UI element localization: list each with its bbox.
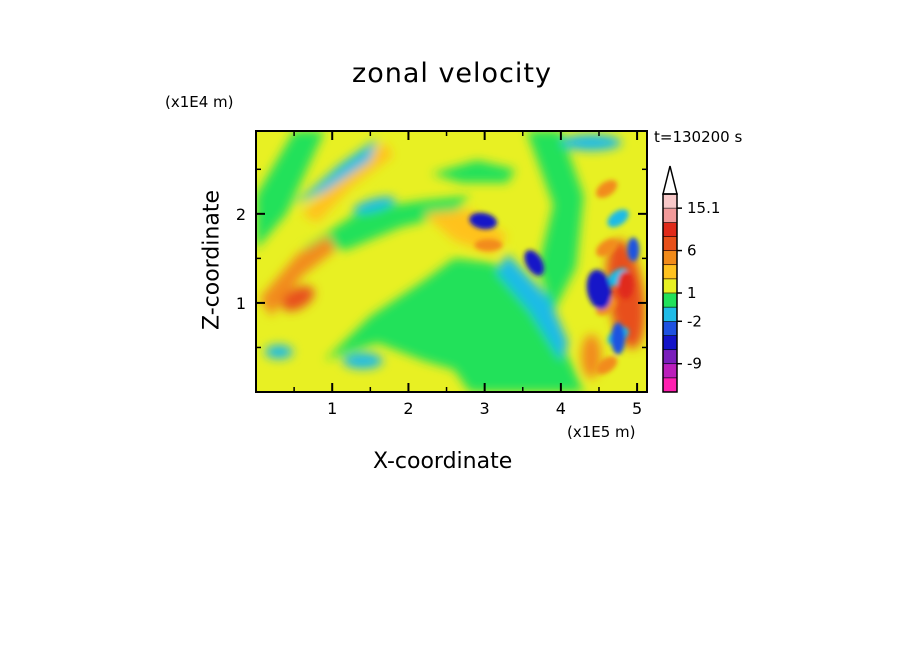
- green-band: [301, 196, 470, 250]
- colorbar-level: [663, 208, 677, 223]
- max-center: [474, 239, 503, 252]
- x-tick-label: 4: [556, 399, 566, 418]
- cyan-low: [342, 352, 383, 369]
- colorbar-level: [663, 377, 677, 393]
- x-scale-label: (x1E5 m): [567, 423, 636, 441]
- colorbar-level: [663, 264, 677, 280]
- colorbar-extend-arrow: [662, 165, 678, 195]
- colorbar-level: [663, 236, 677, 252]
- wave-mark: [595, 356, 618, 375]
- chart-title: zonal velocity: [352, 58, 552, 89]
- velocity-field: [256, 131, 647, 392]
- colorbar-level: [663, 278, 677, 294]
- wave-mark: [595, 179, 618, 198]
- cyan-mid: [352, 196, 396, 214]
- colorbar-level: [663, 293, 677, 308]
- min-right: [524, 250, 545, 276]
- wave-mark: [607, 209, 629, 228]
- min-low: [611, 322, 626, 355]
- colorbar-level: [663, 335, 677, 351]
- orange-band-left: [259, 236, 336, 317]
- x-tick-label: 1: [327, 399, 337, 418]
- max-right: [617, 271, 634, 300]
- time-label: t=130200 s: [654, 128, 743, 146]
- colorbar-tick-label: 6: [687, 242, 697, 260]
- plot-frame: [255, 130, 648, 393]
- colorbar-level: [663, 194, 677, 209]
- y-scale-label: (x1E4 m): [165, 93, 234, 111]
- colorbar: 15.1 6 1 -2 -9: [662, 165, 720, 393]
- colorbar-tick-label: 15.1: [687, 199, 720, 217]
- x-tick-label: 3: [480, 399, 490, 418]
- x-axis-label: X-coordinate: [373, 449, 513, 474]
- colorbar-level: [663, 222, 677, 237]
- colorbar-tick-label: -2: [687, 312, 702, 330]
- green-upper: [431, 160, 516, 183]
- x-tick-label: 5: [632, 399, 642, 418]
- axes: 1 2 3 4 5 1 2: [236, 130, 648, 418]
- colorbar-level: [663, 250, 677, 266]
- cyan-low-left: [264, 344, 293, 359]
- min-center: [469, 212, 497, 230]
- cyan-band-upper: [294, 138, 378, 205]
- green-left: [256, 131, 325, 250]
- y-tick-label: 1: [236, 294, 246, 313]
- min-upper: [627, 237, 640, 262]
- x-tick-label: 2: [403, 399, 413, 418]
- colorbar-level: [663, 349, 677, 365]
- cyan-band-center: [496, 253, 569, 361]
- field-detail-layer: [469, 179, 640, 375]
- colorbar-tick-label: 1: [687, 284, 697, 302]
- cyan-top-right: [561, 134, 622, 151]
- wave-mark: [595, 238, 618, 257]
- min-far-right: [586, 269, 612, 310]
- orange-band-upper: [301, 142, 394, 223]
- colorbar-level: [663, 307, 677, 322]
- orange-blob-left: [281, 285, 315, 311]
- y-tick-label: 2: [236, 205, 246, 224]
- colorbar-tick-label: -9: [687, 355, 702, 373]
- colorbar-level: [663, 321, 677, 336]
- colorbar-level: [663, 363, 677, 379]
